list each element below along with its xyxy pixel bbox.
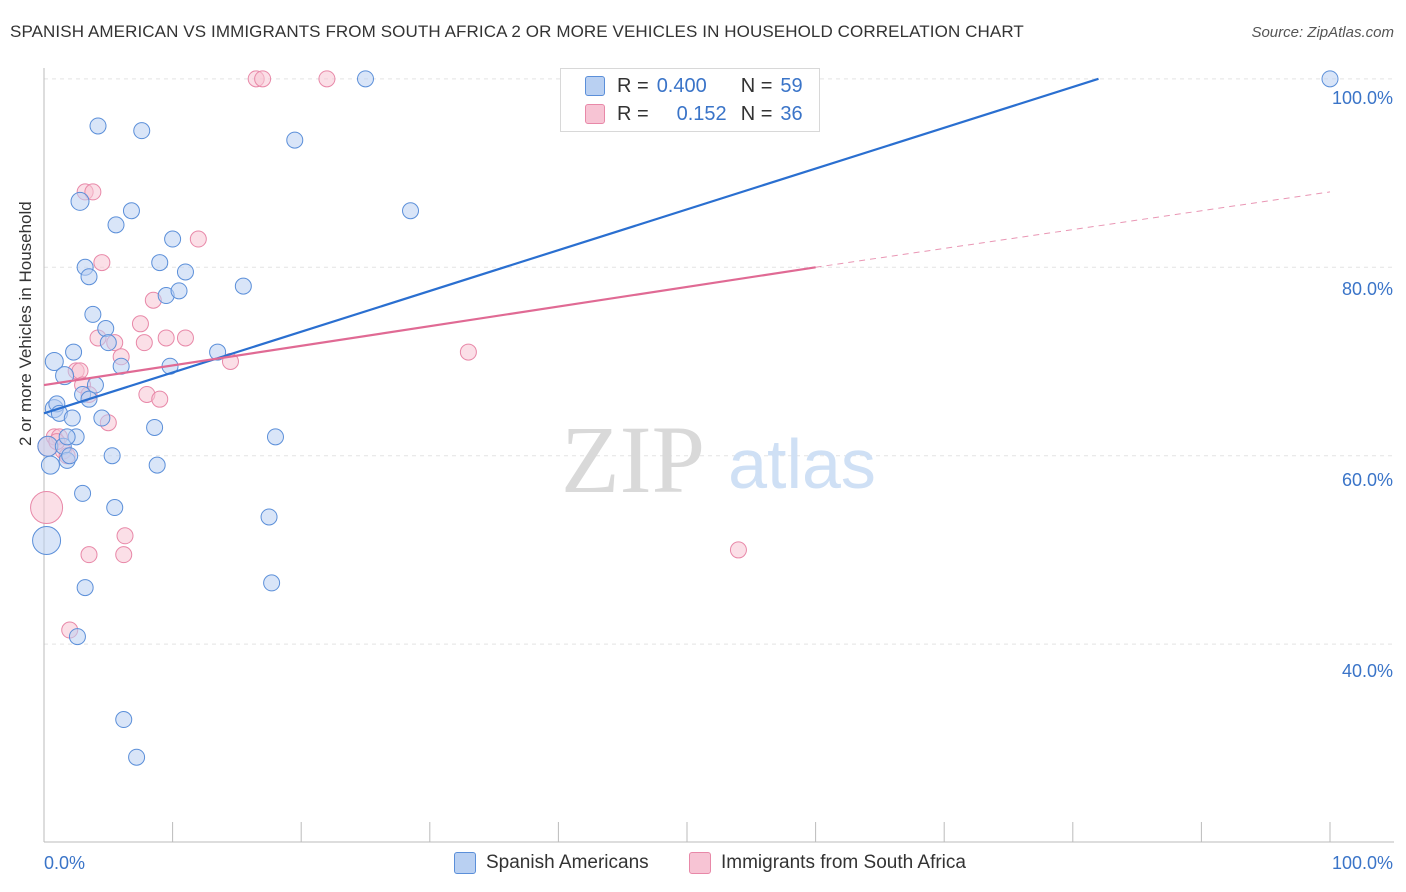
- point-blue-51: [1321, 70, 1339, 88]
- point-blue-41: [170, 282, 188, 300]
- point-pink-0: [30, 491, 64, 525]
- point-pink-26: [157, 329, 175, 347]
- point-pink-31: [254, 70, 272, 88]
- watermark-atlas: atlas: [728, 425, 876, 503]
- point-pink-12: [80, 546, 98, 564]
- point-blue-0: [32, 526, 62, 556]
- point-pink-20: [116, 527, 134, 545]
- point-blue-26: [99, 334, 117, 352]
- point-pink-25: [151, 390, 169, 408]
- y-tick-label-2: 60.0%: [1342, 470, 1393, 490]
- point-blue-40: [164, 230, 182, 248]
- point-blue-25: [97, 320, 115, 338]
- point-blue-21: [84, 305, 102, 323]
- blue-legend-swatch: [454, 852, 476, 874]
- trend-lines: [43, 77, 1331, 415]
- legend-row-pink: R = 0.152 N = 36: [585, 101, 803, 127]
- point-blue-32: [122, 202, 140, 220]
- point-blue-34: [133, 122, 151, 140]
- pink-legend-swatch: [689, 852, 711, 874]
- point-blue-18: [76, 579, 94, 597]
- point-blue-27: [103, 447, 121, 465]
- r-value-pink: 0.152: [676, 102, 727, 125]
- point-pink-33: [459, 343, 477, 361]
- axes: [43, 68, 1394, 843]
- legend-row-blue: R = 0.400 N = 59: [585, 73, 803, 99]
- point-pink-27: [176, 329, 194, 347]
- point-blue-36: [148, 456, 166, 474]
- chart-title: SPANISH AMERICAN VS IMMIGRANTS FROM SOUT…: [10, 22, 1024, 41]
- series-pink-points: [30, 70, 747, 639]
- point-pink-28: [189, 230, 207, 248]
- n-value-pink: 36: [780, 102, 803, 125]
- point-pink-34: [729, 541, 747, 559]
- point-blue-12: [65, 343, 83, 361]
- point-blue-14: [70, 191, 90, 211]
- point-blue-19: [80, 268, 98, 286]
- trend-line-pink-extension: [815, 191, 1331, 268]
- legend-label-pink: Immigrants from South Africa: [721, 852, 966, 873]
- y-tick-label-0: 100.0%: [1332, 88, 1393, 108]
- point-pink-13: [84, 183, 102, 201]
- series-blue-points: [32, 70, 1339, 766]
- point-blue-23: [89, 117, 107, 135]
- point-blue-49: [357, 70, 374, 88]
- point-blue-2: [40, 455, 60, 475]
- point-blue-52: [58, 428, 76, 446]
- point-pink-19: [115, 546, 133, 564]
- point-pink-21: [131, 315, 149, 333]
- point-blue-35: [146, 418, 164, 436]
- point-pink-32: [318, 70, 336, 88]
- point-blue-37: [151, 254, 169, 272]
- point-blue-4: [44, 351, 64, 371]
- point-pink-8: [71, 362, 89, 380]
- point-blue-53: [68, 628, 86, 646]
- r-label-blue: R =: [617, 74, 649, 97]
- source-label: Source: ZipAtlas.com: [1251, 24, 1394, 41]
- gridlines: [44, 78, 1394, 645]
- point-blue-44: [234, 277, 252, 295]
- x-tick-label-1: 100.0%: [1332, 853, 1393, 873]
- point-blue-22: [86, 376, 104, 394]
- legend-spanish-americans: Spanish Americans: [454, 852, 649, 874]
- point-blue-16: [74, 484, 92, 502]
- point-blue-28: [106, 499, 124, 517]
- r-label-pink: R =: [617, 102, 649, 125]
- trend-line-pink: [43, 266, 816, 387]
- correlation-legend: R = 0.400 N = 59 R = 0.152 N = 36: [560, 68, 820, 132]
- point-blue-31: [115, 711, 133, 729]
- point-blue-46: [263, 574, 281, 592]
- legend-immigrants-south-africa: Immigrants from South Africa: [689, 852, 966, 874]
- n-label-blue: N =: [740, 74, 773, 97]
- point-blue-24: [93, 409, 111, 427]
- n-value-blue: 59: [780, 74, 803, 97]
- point-blue-47: [266, 428, 284, 446]
- x-tick-label-0: 0.0%: [44, 853, 85, 873]
- point-pink-22: [135, 334, 153, 352]
- tick-labels: 100.0% 80.0% 60.0% 40.0% 0.0% 100.0%: [44, 88, 1393, 873]
- watermark: ZIP atlas: [561, 406, 876, 513]
- point-blue-48: [286, 131, 304, 149]
- blue-swatch: [585, 76, 605, 96]
- watermark-zip: ZIP: [561, 406, 705, 513]
- r-value-blue: 0.400: [656, 74, 707, 97]
- y-tick-label-1: 80.0%: [1342, 279, 1393, 299]
- point-blue-42: [176, 263, 194, 281]
- point-blue-11: [63, 409, 81, 427]
- y-tick-label-3: 40.0%: [1342, 661, 1393, 681]
- point-blue-45: [260, 508, 278, 526]
- point-blue-50: [402, 202, 420, 220]
- legend-label-blue: Spanish Americans: [486, 852, 649, 873]
- n-label-pink: N =: [740, 102, 773, 125]
- point-blue-33: [128, 748, 146, 766]
- point-blue-29: [107, 216, 125, 234]
- y-axis-label: 2 or more Vehicles in Household: [16, 201, 35, 446]
- pink-swatch: [585, 104, 605, 124]
- point-blue-10: [61, 447, 79, 465]
- point-pink-15: [93, 254, 111, 272]
